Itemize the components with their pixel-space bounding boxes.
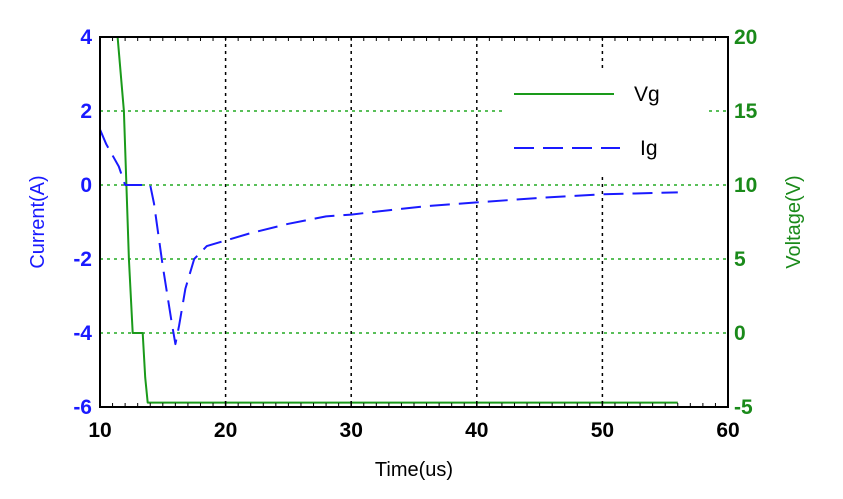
series-line-ig	[99, 129, 678, 346]
series-layer	[99, 36, 678, 404]
y-right-axis-label: Voltage(V)	[783, 175, 805, 268]
series-line-vg	[116, 36, 678, 404]
legend-label-ig: Ig	[640, 137, 658, 160]
x-tick-label: 40	[465, 419, 488, 442]
y-right-tick-label: 5	[734, 248, 746, 271]
x-tick-label: 20	[214, 419, 237, 442]
y-left-tick-label: -6	[73, 396, 92, 419]
y-right-tick-label: -5	[734, 396, 753, 419]
y-left-tick-label: 2	[80, 100, 92, 123]
ticks-layer: 10 20 30 40 50 60 -6 -4 -2 0 2 4 -5 0 5 10 15 20	[73, 26, 757, 442]
y-right-tick-label: 15	[734, 100, 758, 123]
y-right-tick-label: 10	[734, 174, 757, 197]
y-left-axis-label: Current(A)	[27, 175, 49, 268]
x-tick-label: 30	[340, 419, 363, 442]
x-axis-label: Time(us)	[375, 459, 453, 481]
legend-box	[502, 72, 706, 174]
legend-label-vg: Vg	[634, 83, 660, 106]
y-right-tick-label: 20	[734, 26, 757, 49]
y-left-tick-label: 4	[80, 26, 92, 49]
y-left-tick-label: 0	[80, 174, 92, 197]
x-tick-label: 10	[88, 419, 111, 442]
y-left-tick-label: -4	[73, 322, 92, 345]
legend: Vg Ig	[502, 72, 706, 174]
y-left-tick-label: -2	[73, 248, 92, 271]
x-tick-label: 50	[591, 419, 614, 442]
y-right-tick-label: 0	[734, 322, 746, 345]
grid-layer	[100, 37, 728, 407]
x-tick-label: 60	[716, 419, 739, 442]
